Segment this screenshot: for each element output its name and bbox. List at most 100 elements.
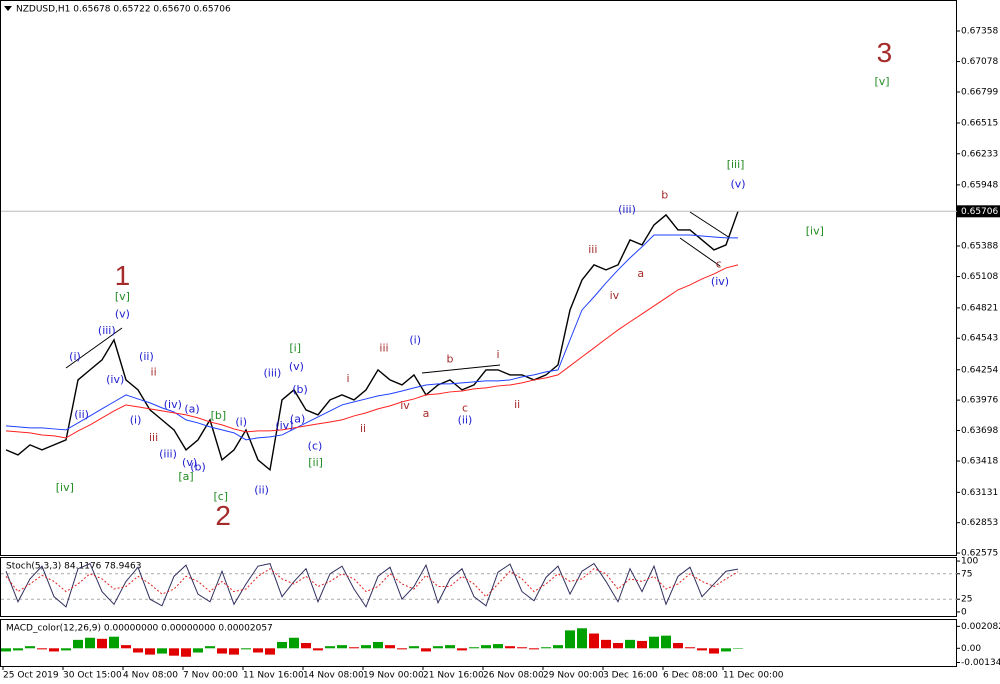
wave-label: 3 bbox=[877, 37, 893, 68]
wave-label: [iii] bbox=[727, 158, 745, 171]
histogram-bar bbox=[697, 648, 707, 651]
histogram-bar bbox=[457, 648, 467, 651]
current-price-label: 0.65706 bbox=[961, 207, 998, 217]
x-tick-label: 21 Nov 16:00 bbox=[423, 671, 484, 681]
histogram-bar bbox=[505, 646, 515, 649]
wave-label: (iv) bbox=[275, 419, 293, 432]
series-line bbox=[5, 234, 738, 441]
x-tick-label: 25 Oct 2019 bbox=[3, 671, 59, 681]
wave-label: (ii) bbox=[254, 483, 269, 496]
x-tick-label: 26 Nov 08:00 bbox=[483, 671, 544, 681]
wave-label: [iv] bbox=[56, 481, 74, 494]
histogram-bar bbox=[613, 643, 623, 649]
current-price-box bbox=[957, 205, 1000, 218]
wave-label: b bbox=[447, 352, 454, 365]
trend-line bbox=[689, 211, 731, 239]
y-tick-label: 0.64254 bbox=[961, 365, 998, 375]
wave-label: (iv) bbox=[164, 398, 182, 411]
wave-label: iii bbox=[149, 431, 158, 444]
y-tick-label: 0 bbox=[961, 607, 967, 617]
y-tick-label: 0.62575 bbox=[961, 549, 998, 559]
histogram-bar bbox=[589, 633, 599, 649]
histogram-bar bbox=[121, 645, 131, 649]
wave-label: (b) bbox=[292, 383, 308, 396]
wave-label: a bbox=[423, 407, 430, 420]
histogram-bar bbox=[217, 648, 227, 654]
y-tick-label: 0.67078 bbox=[961, 57, 998, 67]
wave-label: [v] bbox=[115, 290, 130, 303]
histogram-bar bbox=[325, 646, 335, 649]
histogram-bar bbox=[109, 636, 119, 649]
wave-label: (i) bbox=[235, 416, 247, 429]
histogram-bar bbox=[13, 648, 23, 651]
histogram-bar bbox=[169, 648, 179, 656]
histogram-bar bbox=[37, 648, 47, 650]
wave-label: c bbox=[462, 401, 468, 414]
histogram-bar bbox=[397, 648, 407, 650]
wave-label: iii bbox=[588, 243, 597, 256]
y-tick-label: 0.63976 bbox=[961, 396, 998, 406]
histogram-bar bbox=[553, 645, 563, 649]
wave-label: ii bbox=[151, 365, 157, 378]
wave-label: 2 bbox=[215, 500, 231, 531]
y-tick-label: 0.63131 bbox=[961, 488, 998, 498]
wave-label: (v) bbox=[730, 178, 745, 191]
series-line bbox=[5, 568, 739, 598]
trend-line bbox=[679, 237, 721, 267]
histogram-bar bbox=[73, 639, 83, 649]
histogram-bar bbox=[277, 641, 287, 649]
histogram-bar bbox=[97, 638, 107, 649]
wave-label: (a) bbox=[290, 412, 305, 425]
histogram-bar bbox=[241, 648, 251, 650]
histogram-bar bbox=[145, 648, 155, 655]
x-tick-label: 11 Dec 00:00 bbox=[723, 671, 784, 681]
stoch-panel-frame bbox=[0, 557, 957, 617]
macd-panel-frame bbox=[0, 619, 957, 667]
histogram-bar bbox=[565, 630, 575, 649]
histogram-bar bbox=[709, 648, 719, 654]
wave-label: (ii) bbox=[458, 413, 473, 426]
y-tick-label: 0.66233 bbox=[961, 149, 998, 159]
histogram-bar bbox=[409, 646, 419, 649]
histogram-bar bbox=[625, 639, 635, 649]
y-tick-label: 100 bbox=[961, 557, 978, 567]
wave-label: [b] bbox=[211, 409, 227, 422]
histogram-bar bbox=[181, 648, 191, 657]
panel-title: NZDUSD,H1 0.65678 0.65722 0.65670 0.6570… bbox=[16, 5, 231, 15]
wave-label: (iii) bbox=[264, 366, 282, 379]
histogram-bar bbox=[517, 647, 527, 649]
x-tick-label: 7 Nov 00:00 bbox=[183, 671, 238, 681]
wave-label: iv bbox=[400, 399, 410, 412]
trend-line bbox=[65, 327, 123, 369]
histogram-bar bbox=[577, 628, 587, 649]
y-tick-label: 0.64821 bbox=[961, 303, 998, 313]
y-tick-label: 0.62853 bbox=[961, 518, 998, 528]
wave-label: (i) bbox=[409, 334, 421, 347]
histogram-bar bbox=[349, 647, 359, 649]
wave-label: (v) bbox=[182, 456, 197, 469]
wave-label: iii bbox=[379, 341, 388, 354]
wave-label: [v] bbox=[874, 75, 889, 88]
y-tick-label: 0.65388 bbox=[961, 242, 998, 252]
histogram-bar bbox=[361, 645, 371, 649]
wave-label: b bbox=[661, 189, 668, 202]
histogram-bar bbox=[61, 648, 71, 651]
symbol-menu-icon[interactable] bbox=[4, 6, 12, 11]
histogram-bar bbox=[637, 640, 647, 649]
histogram-bar bbox=[433, 646, 443, 649]
wave-label: [iv] bbox=[806, 225, 824, 238]
histogram-bar bbox=[541, 647, 551, 649]
y-tick-label: 0.64543 bbox=[961, 334, 998, 344]
trend-line bbox=[421, 364, 501, 374]
y-tick-label: 0.0020825 bbox=[961, 622, 1000, 632]
histogram-bar bbox=[1, 648, 11, 652]
histogram-bar bbox=[601, 639, 611, 649]
x-tick-label: 29 Nov 00:00 bbox=[543, 671, 604, 681]
histogram-bar bbox=[733, 648, 743, 649]
main-panel-frame bbox=[0, 0, 957, 556]
histogram-bar bbox=[469, 647, 479, 649]
series-line bbox=[5, 264, 739, 439]
histogram-bar bbox=[289, 637, 299, 649]
